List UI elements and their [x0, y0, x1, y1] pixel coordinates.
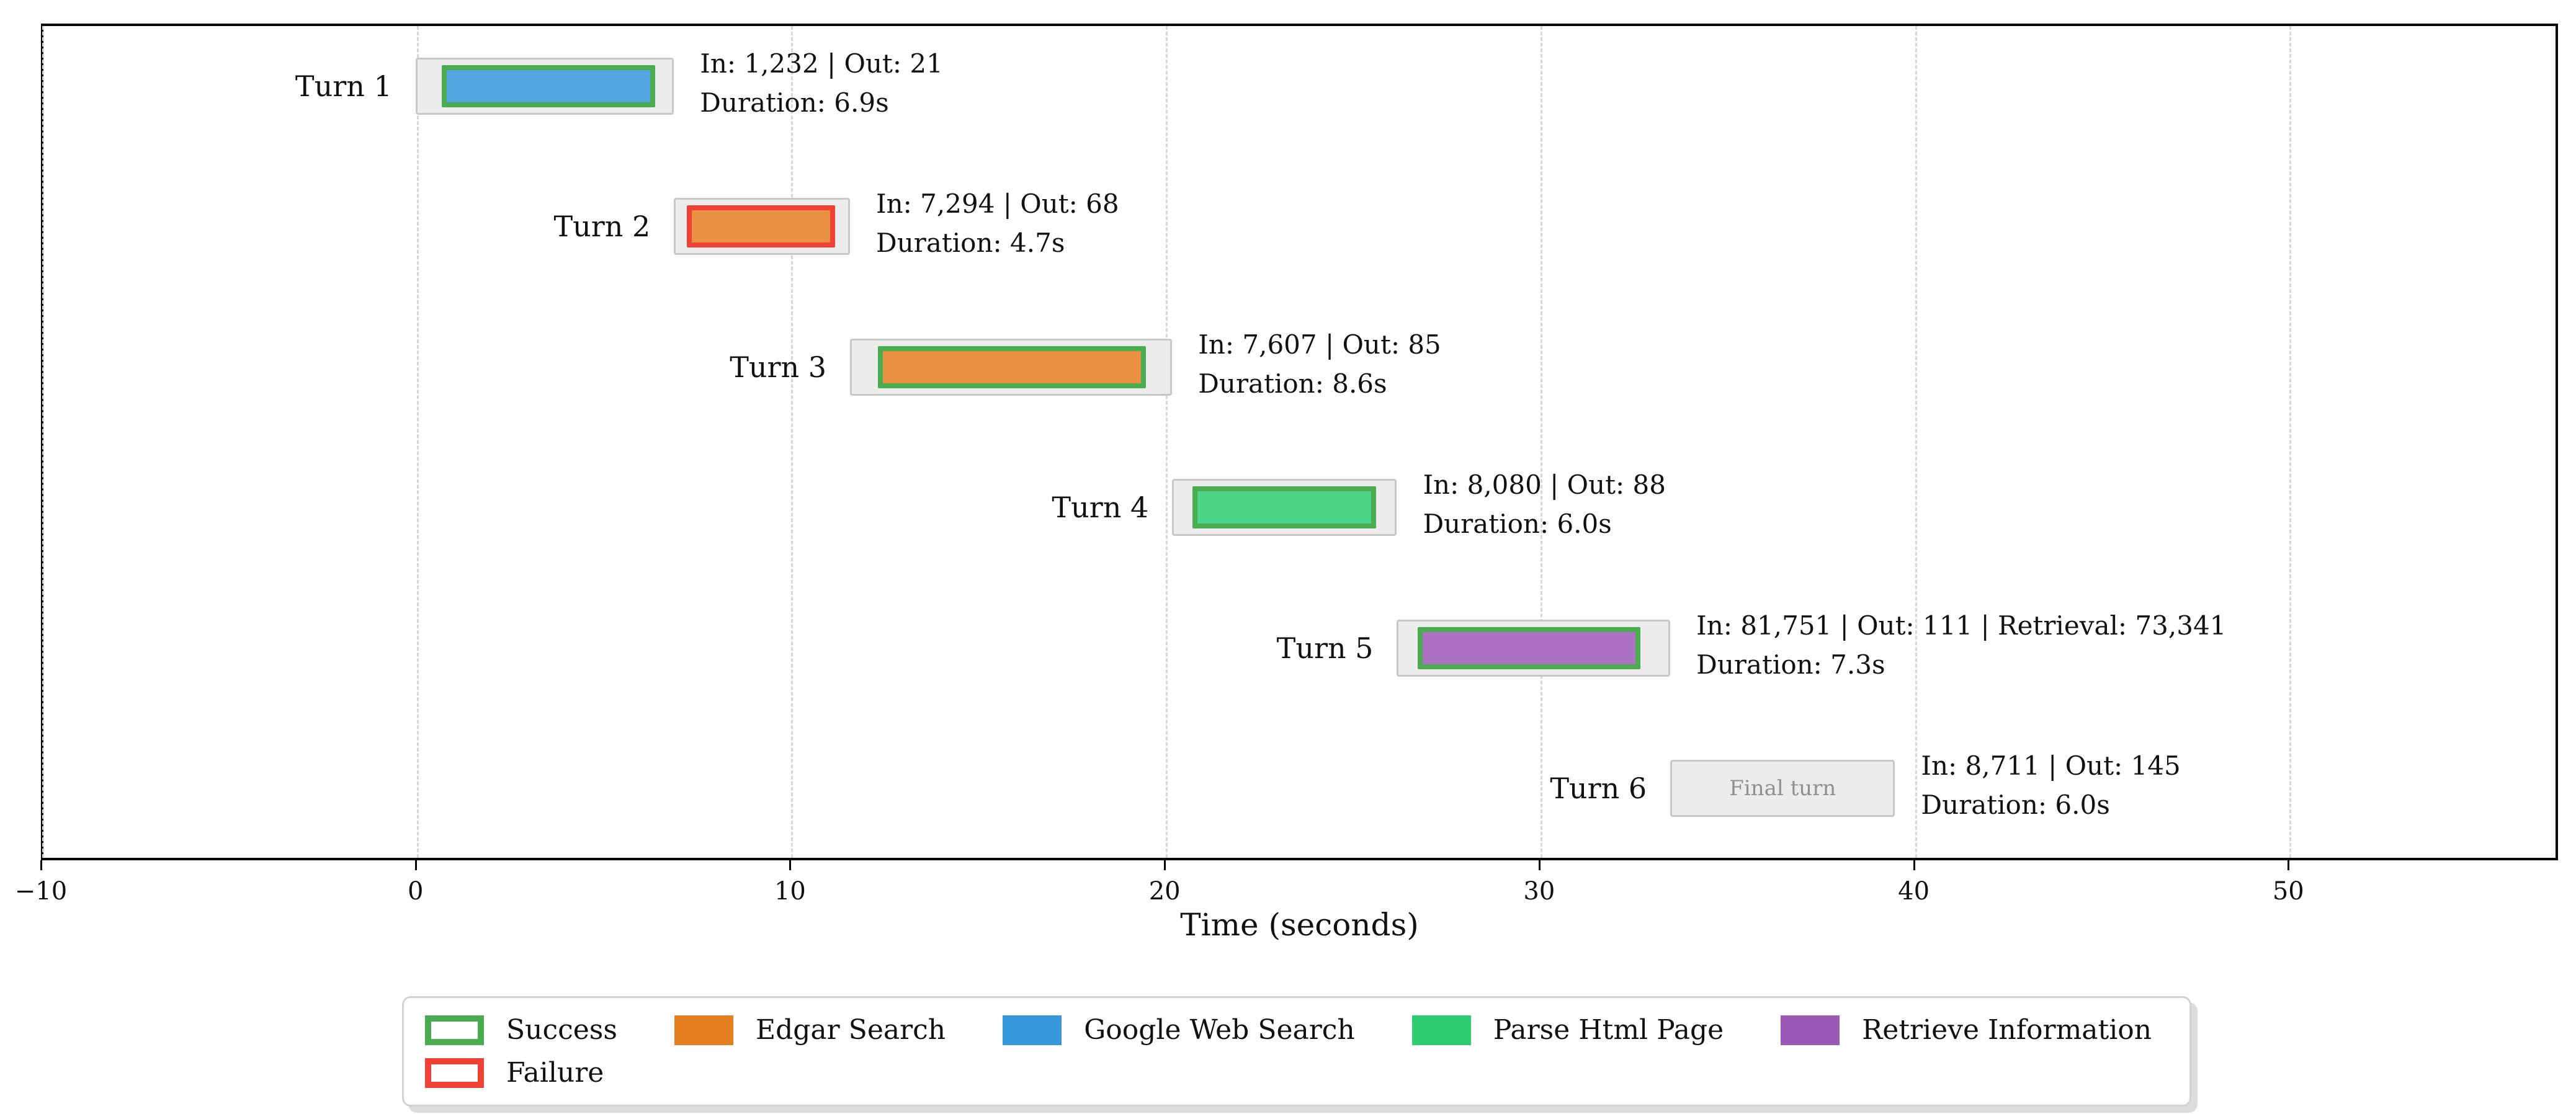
- legend-swatch-failure: [425, 1058, 484, 1088]
- x-tick-label-50: 50: [2272, 877, 2304, 906]
- annotation-1: In: 1,232 | Out: 21 Duration: 6.9s: [700, 44, 943, 122]
- x-tick-30: [1538, 860, 1541, 870]
- legend-item-failure: Failure: [425, 1057, 617, 1089]
- legend-swatch-google-web-search: [1003, 1015, 1062, 1045]
- x-tick-label-0: 0: [407, 877, 424, 906]
- annotation-duration-5: Duration: 7.3s: [1696, 649, 1885, 680]
- legend-swatch-success: [425, 1015, 484, 1045]
- annotation-6: In: 8,711 | Out: 145 Duration: 6.0s: [1921, 746, 2180, 824]
- legend-column-3: Google Web Search: [1003, 1014, 1355, 1046]
- annotation-duration-2: Duration: 4.7s: [876, 228, 1065, 259]
- x-tick-label-20: 20: [1148, 877, 1181, 906]
- gridline-20: [1166, 26, 1168, 858]
- x-tick-label-10: 10: [774, 877, 806, 906]
- x-tick-40: [1913, 860, 1915, 870]
- x-tick--10: [40, 860, 42, 870]
- gridline-10: [791, 26, 794, 858]
- x-tick-10: [789, 860, 792, 870]
- annotation-duration-6: Duration: 6.0s: [1921, 790, 2110, 820]
- turn-label-5: Turn 5: [1276, 631, 1374, 665]
- gridline-40: [1915, 26, 1917, 858]
- annotation-3: In: 7,607 | Out: 85 Duration: 8.6s: [1198, 325, 1441, 403]
- legend-column-1: Success Failure: [425, 1014, 617, 1089]
- legend-label-text: Google Web Search: [1084, 1014, 1355, 1046]
- tool-bar-3-edgar-search: [878, 345, 1146, 388]
- annotation-duration-1: Duration: 6.9s: [700, 87, 889, 118]
- annotation-tokens-4: In: 8,080 | Out: 88: [1423, 470, 1666, 501]
- turn-label-6: Turn 6: [1550, 772, 1647, 805]
- legend-swatch-retrieve-information: [1781, 1015, 1840, 1045]
- annotation-tokens-1: In: 1,232 | Out: 21: [700, 48, 943, 79]
- legend-label-text: Failure: [506, 1057, 604, 1089]
- annotation-tokens-2: In: 7,294 | Out: 68: [876, 189, 1119, 220]
- legend-item-retrieve-information: Retrieve Information: [1781, 1014, 2152, 1046]
- gridline--10: [42, 26, 44, 858]
- annotation-5: In: 81,751 | Out: 111 | Retrieval: 73,34…: [1696, 606, 2226, 684]
- legend-label-text: Success: [506, 1014, 617, 1046]
- annotation-tokens-6: In: 8,711 | Out: 145: [1921, 751, 2181, 781]
- turn-label-2: Turn 2: [553, 210, 651, 244]
- turn-label-4: Turn 4: [1052, 491, 1149, 525]
- final-turn-label: Final turn: [1729, 776, 1836, 801]
- tool-bar-5-retrieve-information: [1417, 626, 1640, 669]
- legend-item-edgar-search: Edgar Search: [674, 1014, 946, 1046]
- legend-item-parse-html-page: Parse Html Page: [1411, 1014, 1724, 1046]
- legend-label-text: Parse Html Page: [1493, 1014, 1724, 1046]
- turn-label-3: Turn 3: [730, 350, 827, 384]
- x-tick-50: [2288, 860, 2290, 870]
- plot-area: [41, 24, 2558, 860]
- legend-item-success: Success: [425, 1014, 617, 1046]
- legend-swatch-parse-html-page: [1411, 1015, 1471, 1045]
- tool-bar-2-edgar-search: [687, 205, 835, 248]
- x-tick-label-40: 40: [1898, 877, 1930, 906]
- legend-swatch-edgar-search: [674, 1015, 733, 1045]
- legend-label-text: Retrieve Information: [1862, 1014, 2152, 1046]
- gridline-50: [2289, 26, 2292, 858]
- legend-column-4: Parse Html Page: [1411, 1014, 1724, 1046]
- annotation-duration-3: Duration: 8.6s: [1198, 368, 1387, 399]
- annotation-duration-4: Duration: 6.0s: [1423, 509, 1612, 540]
- x-tick-label--10: −10: [14, 877, 68, 906]
- x-axis-title: Time (seconds): [1180, 907, 1419, 943]
- gridline-30: [1540, 26, 1542, 858]
- legend-label-text: Edgar Search: [755, 1014, 946, 1046]
- legend-column-2: Edgar Search: [674, 1014, 946, 1046]
- turn-label-1: Turn 1: [295, 69, 392, 103]
- gridline-0: [416, 26, 419, 858]
- tool-bar-1-google-web-search: [441, 65, 656, 107]
- tool-bar-4-parse-html-page: [1192, 486, 1377, 529]
- legend: Success Failure Edgar Search Google Web Sea…: [402, 996, 2191, 1107]
- annotation-4: In: 8,080 | Out: 88 Duration: 6.0s: [1423, 465, 1666, 543]
- annotation-tokens-5: In: 81,751 | Out: 111 | Retrieval: 73,34…: [1696, 610, 2227, 641]
- annotation-2: In: 7,294 | Out: 68 Duration: 4.7s: [876, 184, 1119, 262]
- legend-column-5: Retrieve Information: [1781, 1014, 2152, 1046]
- x-tick-0: [414, 860, 417, 870]
- turn-container-6: Final turn: [1670, 760, 1895, 817]
- x-tick-20: [1164, 860, 1166, 870]
- x-tick-label-30: 30: [1523, 877, 1555, 906]
- annotation-tokens-3: In: 7,607 | Out: 85: [1198, 329, 1441, 360]
- legend-item-google-web-search: Google Web Search: [1003, 1014, 1355, 1046]
